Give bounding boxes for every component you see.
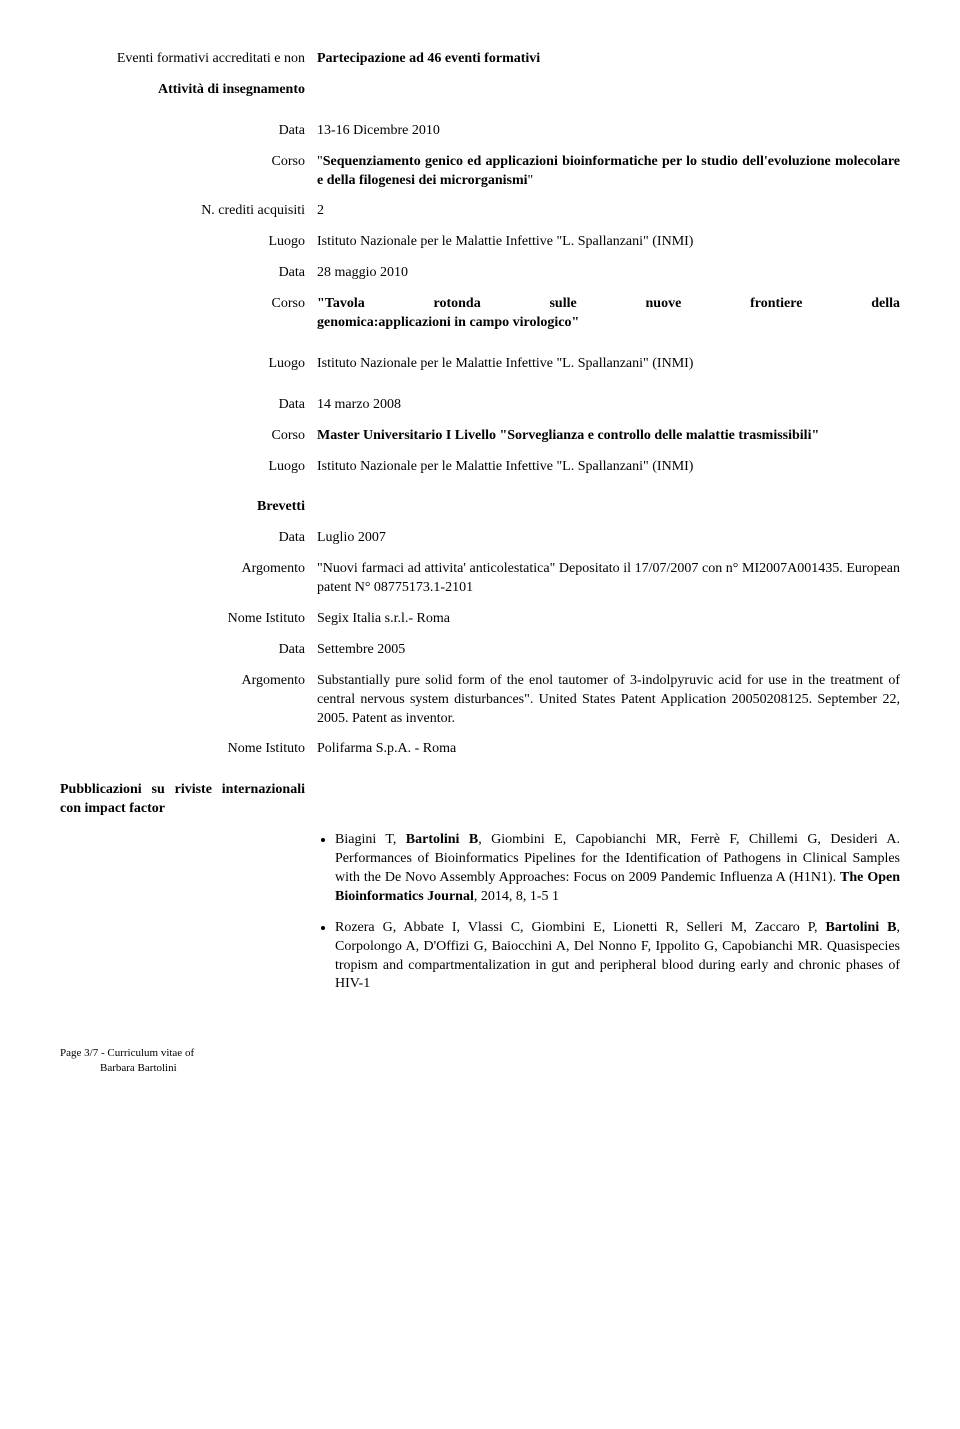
footer-line1: Page 3/7 - Curriculum vitae of — [60, 1046, 900, 1061]
event2-c2: rotonda — [434, 295, 481, 314]
pub1-pre: Biagini T, — [335, 832, 406, 847]
brevetti1-nome-label: Nome Istituto — [60, 610, 317, 629]
event2-corso-row: Corso "Tavola rotonda sulle nuove fronti… — [60, 295, 900, 333]
brevetti2-data-row: Data Settembre 2005 — [60, 641, 900, 660]
event1-luogo-label: Luogo — [60, 233, 317, 252]
event1-data-label: Data — [60, 122, 317, 141]
event3-corso-label: Corso — [60, 427, 317, 446]
event1-data-row: Data 13-16 Dicembre 2010 — [60, 122, 900, 141]
brevetti2-arg-label: Argomento — [60, 672, 317, 729]
event1-corso-row: Corso "Sequenziamento genico ed applicaz… — [60, 153, 900, 191]
event2-data-row: Data 28 maggio 2010 — [60, 264, 900, 283]
event1-crediti-value: 2 — [317, 202, 900, 221]
event1-corso-label: Corso — [60, 153, 317, 191]
activity-label: Attività di insegnamento — [60, 81, 317, 100]
brevetti1-data-row: Data Luglio 2007 — [60, 529, 900, 548]
brevetti1-data-label: Data — [60, 529, 317, 548]
event1-corso-value: "Sequenziamento genico ed applicazioni b… — [317, 153, 900, 191]
pubs-heading: Pubblicazioni su riviste internazionali … — [60, 781, 317, 819]
event2-luogo-row: Luogo Istituto Nazionale per le Malattie… — [60, 355, 900, 374]
event1-luogo-value: Istituto Nazionale per le Malattie Infet… — [317, 233, 900, 252]
event1-data-value: 13-16 Dicembre 2010 — [317, 122, 900, 141]
event3-data-row: Data 14 marzo 2008 — [60, 396, 900, 415]
brevetti2-nome-label: Nome Istituto — [60, 740, 317, 759]
footer-line2: Barbara Bartolini — [60, 1061, 900, 1076]
event1-crediti-label: N. crediti acquisiti — [60, 202, 317, 221]
brevetti2-data-value: Settembre 2005 — [317, 641, 900, 660]
event3-corso-row: Corso Master Universitario I Livello "So… — [60, 427, 900, 446]
event2-luogo-value: Istituto Nazionale per le Malattie Infet… — [317, 355, 900, 374]
event3-luogo-row: Luogo Istituto Nazionale per le Malattie… — [60, 458, 900, 477]
pub-item-1: Biagini T, Bartolini B, Giombini E, Capo… — [335, 831, 900, 907]
event2-c7: genomica:applicazioni in campo virologic… — [317, 314, 900, 333]
brevetti1-nome-row: Nome Istituto Segix Italia s.r.l.- Roma — [60, 610, 900, 629]
event2-c5: frontiere — [750, 295, 802, 314]
event1-corso-post: " — [528, 173, 534, 188]
brevetti2-data-label: Data — [60, 641, 317, 660]
event2-luogo-label: Luogo — [60, 355, 317, 374]
page-footer: Page 3/7 - Curriculum vitae of Barbara B… — [60, 1046, 900, 1076]
event2-corso-label: Corso — [60, 295, 317, 333]
event1-luogo-row: Luogo Istituto Nazionale per le Malattie… — [60, 233, 900, 252]
pubs-heading-row: Pubblicazioni su riviste internazionali … — [60, 781, 900, 819]
pub2-bold: Bartolini B — [826, 920, 897, 935]
pub1-bold1: Bartolini B — [406, 832, 478, 847]
brevetti2-arg-row: Argomento Substantially pure solid form … — [60, 672, 900, 729]
brevetti1-arg-label: Argomento — [60, 560, 317, 598]
event2-c1: "Tavola — [317, 295, 365, 314]
event3-luogo-value: Istituto Nazionale per le Malattie Infet… — [317, 458, 900, 477]
event2-corso-value: "Tavola rotonda sulle nuove frontiere de… — [317, 295, 900, 333]
brevetti-heading-row: Brevetti — [60, 498, 900, 517]
brevetti1-nome-value: Segix Italia s.r.l.- Roma — [317, 610, 900, 629]
brevetti1-arg-value: "Nuovi farmaci ad attivita' anticolestat… — [317, 560, 900, 598]
event2-data-value: 28 maggio 2010 — [317, 264, 900, 283]
event2-c4: nuove — [646, 295, 682, 314]
brevetti-heading: Brevetti — [60, 498, 317, 517]
pub1-post: , 2014, 8, 1-5 1 — [474, 889, 559, 904]
event3-corso-value: Master Universitario I Livello "Sorvegli… — [317, 427, 900, 446]
event3-data-value: 14 marzo 2008 — [317, 396, 900, 415]
brevetti2-nome-row: Nome Istituto Polifarma S.p.A. - Roma — [60, 740, 900, 759]
brevetti2-arg-value: Substantially pure solid form of the eno… — [317, 672, 900, 729]
activity-row: Attività di insegnamento — [60, 81, 900, 100]
header-row: Eventi formativi accreditati e non Parte… — [60, 50, 900, 69]
brevetti1-arg-row: Argomento "Nuovi farmaci ad attivita' an… — [60, 560, 900, 598]
header-left: Eventi formativi accreditati e non — [60, 50, 317, 69]
pub-item-2: Rozera G, Abbate I, Vlassi C, Giombini E… — [335, 919, 900, 995]
pub2-pre: Rozera G, Abbate I, Vlassi C, Giombini E… — [335, 920, 826, 935]
brevetti1-data-value: Luglio 2007 — [317, 529, 900, 548]
brevetti2-nome-value: Polifarma S.p.A. - Roma — [317, 740, 900, 759]
event3-luogo-label: Luogo — [60, 458, 317, 477]
header-right: Partecipazione ad 46 eventi formativi — [317, 50, 900, 69]
event2-data-label: Data — [60, 264, 317, 283]
event1-corso-bold: Sequenziamento genico ed applicazioni bi… — [317, 154, 900, 188]
event1-crediti-row: N. crediti acquisiti 2 — [60, 202, 900, 221]
event2-c6: della — [871, 295, 900, 314]
event3-data-label: Data — [60, 396, 317, 415]
pubs-list: Biagini T, Bartolini B, Giombini E, Capo… — [317, 831, 900, 1006]
pubs-list-row: Biagini T, Bartolini B, Giombini E, Capo… — [60, 831, 900, 1006]
event2-c3: sulle — [549, 295, 576, 314]
